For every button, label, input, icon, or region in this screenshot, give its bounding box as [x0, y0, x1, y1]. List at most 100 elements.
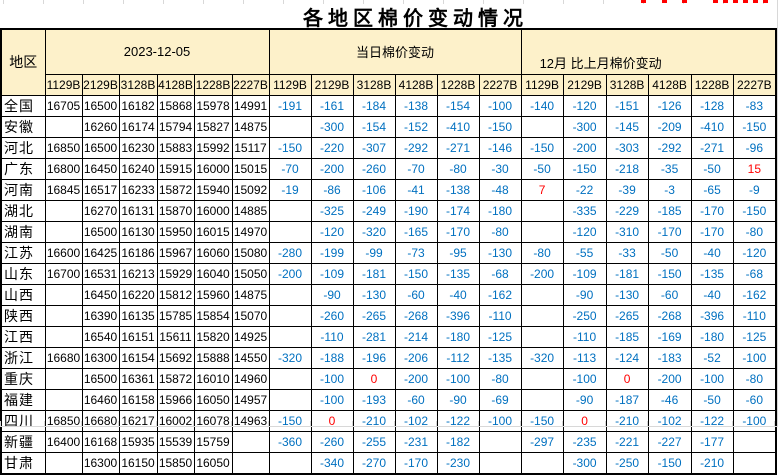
- monthly-change-cell[interactable]: -46: [647, 388, 692, 411]
- monthly-change-cell[interactable]: -150: [647, 262, 692, 285]
- monthly-change-cell[interactable]: [732, 430, 777, 453]
- price-cell[interactable]: 16078: [193, 409, 233, 432]
- daily-change-cell[interactable]: -150: [268, 409, 312, 432]
- daily-change-cell[interactable]: -180: [478, 199, 522, 222]
- price-cell[interactable]: 15960: [193, 283, 233, 306]
- price-cell[interactable]: 15888: [193, 346, 233, 369]
- price-cell[interactable]: 16240: [118, 157, 158, 180]
- daily-change-cell[interactable]: -193: [352, 388, 396, 411]
- daily-change-cell[interactable]: -135: [436, 262, 480, 285]
- column-header-1129B[interactable]: 1129B: [520, 73, 564, 96]
- daily-change-cell[interactable]: -80: [478, 367, 522, 390]
- daily-change-cell[interactable]: [268, 388, 312, 411]
- daily-change-cell[interactable]: -100: [310, 367, 354, 390]
- price-cell[interactable]: 16425: [81, 241, 120, 264]
- daily-change-cell[interactable]: -130: [478, 241, 522, 264]
- price-cell[interactable]: 14970: [231, 220, 270, 243]
- price-cell[interactable]: 16040: [193, 262, 233, 285]
- monthly-change-cell[interactable]: 15: [732, 157, 777, 180]
- monthly-change-cell[interactable]: -310: [605, 220, 649, 243]
- price-cell[interactable]: 14875: [231, 115, 270, 138]
- price-cell[interactable]: 16361: [118, 367, 158, 390]
- daily-change-cell[interactable]: 0: [352, 367, 396, 390]
- monthly-change-cell[interactable]: -52: [690, 346, 734, 369]
- price-cell[interactable]: 15015: [231, 157, 270, 180]
- price-cell[interactable]: [44, 367, 83, 390]
- price-cell[interactable]: 16300: [81, 451, 120, 474]
- price-cell[interactable]: 16845: [44, 178, 83, 201]
- daily-change-cell[interactable]: -138: [394, 94, 438, 117]
- price-cell[interactable]: [44, 199, 83, 222]
- monthly-change-cell[interactable]: -150: [520, 136, 564, 159]
- monthly-change-cell[interactable]: -200: [520, 262, 564, 285]
- daily-change-cell[interactable]: -281: [352, 325, 396, 348]
- price-cell[interactable]: 16390: [81, 304, 120, 327]
- price-cell[interactable]: 14875: [231, 283, 270, 306]
- daily-change-cell[interactable]: -292: [394, 136, 438, 159]
- daily-change-cell[interactable]: -125: [478, 325, 522, 348]
- monthly-change-cell[interactable]: -150: [562, 157, 607, 180]
- price-cell[interactable]: 15883: [156, 136, 195, 159]
- price-cell[interactable]: 16300: [81, 346, 120, 369]
- monthly-change-cell[interactable]: -80: [732, 220, 777, 243]
- price-cell[interactable]: 16705: [44, 94, 83, 117]
- daily-change-cell[interactable]: -109: [310, 262, 354, 285]
- price-cell[interactable]: 15050: [231, 262, 270, 285]
- daily-change-cell[interactable]: -41: [394, 178, 438, 201]
- daily-change-cell[interactable]: -154: [352, 115, 396, 138]
- monthly-change-cell[interactable]: -410: [690, 115, 734, 138]
- monthly-change-cell[interactable]: -100: [732, 346, 777, 369]
- daily-change-cell[interactable]: -69: [478, 388, 522, 411]
- price-cell[interactable]: [44, 115, 83, 138]
- price-cell[interactable]: 15929: [156, 262, 195, 285]
- price-cell[interactable]: 14925: [231, 325, 270, 348]
- monthly-change-cell[interactable]: -109: [562, 262, 607, 285]
- price-cell[interactable]: 15794: [156, 115, 195, 138]
- column-header-1129B[interactable]: 1129B: [44, 73, 83, 96]
- daily-change-cell[interactable]: -265: [352, 304, 396, 327]
- price-cell[interactable]: 16450: [81, 283, 120, 306]
- column-header-3128B[interactable]: 3128B: [605, 73, 649, 96]
- price-cell[interactable]: 15868: [156, 94, 195, 117]
- daily-change-cell[interactable]: -60: [394, 388, 438, 411]
- monthly-change-cell[interactable]: -120: [732, 241, 777, 264]
- price-cell[interactable]: 15872: [156, 367, 195, 390]
- price-cell[interactable]: 16158: [118, 388, 158, 411]
- monthly-change-cell[interactable]: -303: [605, 136, 649, 159]
- daily-change-cell[interactable]: -112: [436, 346, 480, 369]
- region-name-cell[interactable]: 新疆: [0, 430, 46, 453]
- monthly-change-cell[interactable]: -271: [690, 136, 734, 159]
- daily-change-cell[interactable]: -162: [478, 283, 522, 306]
- monthly-change-cell[interactable]: -120: [562, 220, 607, 243]
- daily-change-cell[interactable]: -200: [268, 262, 312, 285]
- monthly-change-cell[interactable]: -100: [732, 409, 777, 432]
- price-cell[interactable]: [44, 283, 83, 306]
- daily-change-cell[interactable]: 0: [310, 409, 354, 432]
- daily-change-cell[interactable]: -300: [310, 115, 354, 138]
- daily-change-cell[interactable]: [268, 220, 312, 243]
- price-cell[interactable]: [231, 451, 270, 474]
- daily-change-cell[interactable]: -410: [436, 115, 480, 138]
- monthly-change-cell[interactable]: -40: [690, 283, 734, 306]
- region-name-cell[interactable]: 浙江: [0, 346, 46, 369]
- daily-change-cell[interactable]: [478, 451, 522, 474]
- daily-change-cell[interactable]: [268, 199, 312, 222]
- monthly-change-cell[interactable]: -229: [605, 199, 649, 222]
- daily-change-cell[interactable]: -220: [310, 136, 354, 159]
- price-cell[interactable]: 15950: [156, 220, 195, 243]
- price-cell[interactable]: 16850: [44, 136, 83, 159]
- daily-change-cell[interactable]: [268, 115, 312, 138]
- column-header-3128B[interactable]: 3128B: [118, 73, 158, 96]
- daily-change-cell[interactable]: -200: [394, 367, 438, 390]
- column-header-4128B[interactable]: 4128B: [394, 73, 438, 96]
- monthly-change-cell[interactable]: -200: [562, 136, 607, 159]
- price-cell[interactable]: 16700: [44, 262, 83, 285]
- column-header-2129B[interactable]: 2129B: [81, 73, 120, 96]
- price-cell[interactable]: 15827: [193, 115, 233, 138]
- daily-change-cell[interactable]: -122: [436, 409, 480, 432]
- monthly-change-cell[interactable]: -80: [520, 241, 564, 264]
- price-cell[interactable]: 15785: [156, 304, 195, 327]
- daily-change-cell[interactable]: -80: [436, 157, 480, 180]
- daily-change-group-header[interactable]: 当日棉价变动: [268, 28, 522, 75]
- price-cell[interactable]: 14957: [231, 388, 270, 411]
